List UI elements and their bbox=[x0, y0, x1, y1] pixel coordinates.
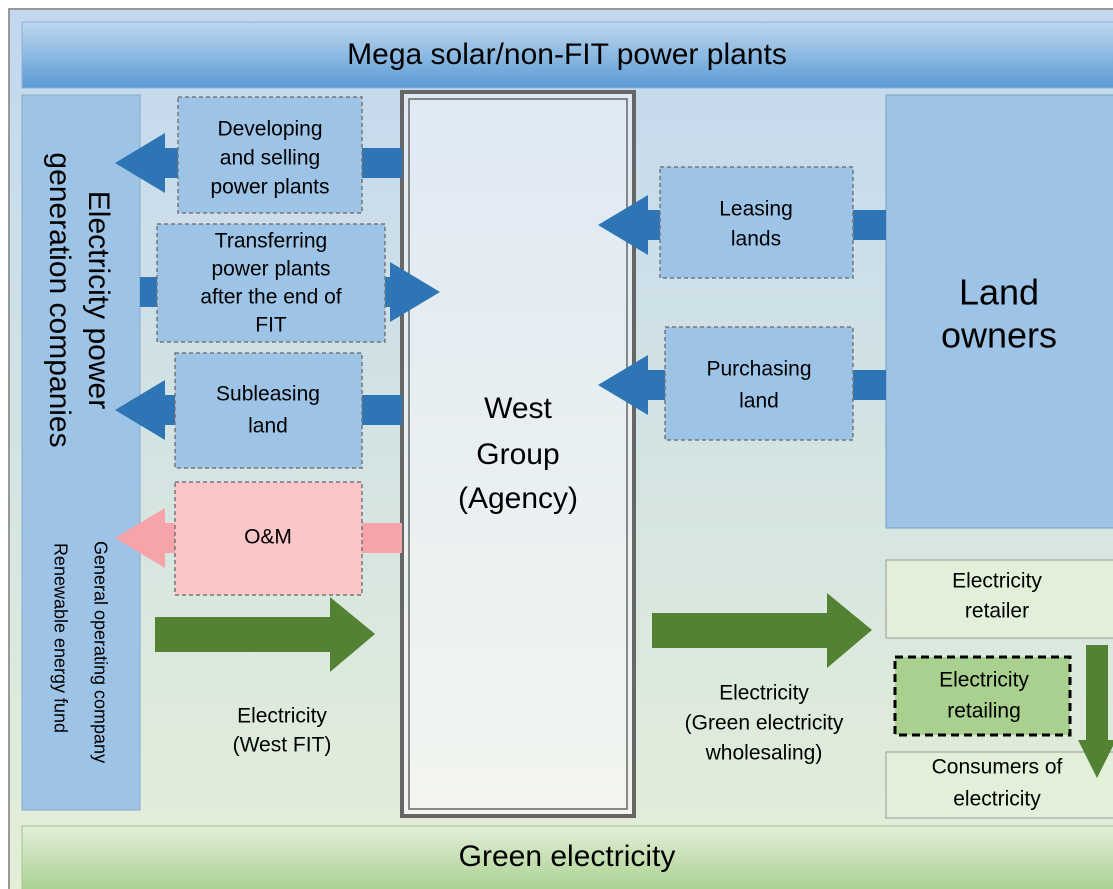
text: Consumers of bbox=[932, 756, 1063, 779]
agency-box bbox=[400, 90, 636, 818]
text: electricity bbox=[953, 788, 1041, 811]
arrow bbox=[1078, 645, 1113, 778]
arrow bbox=[652, 593, 872, 668]
text: (Green electricity bbox=[685, 712, 844, 735]
text: Electricity power bbox=[82, 191, 115, 409]
text: Electricity bbox=[237, 705, 327, 728]
header-title: Mega solar/non-FIT power plants bbox=[347, 38, 787, 71]
text: Electricity bbox=[939, 669, 1029, 692]
text: Electricity bbox=[719, 682, 809, 705]
text: land bbox=[739, 390, 779, 413]
text: land bbox=[248, 415, 288, 438]
land-owners-box bbox=[885, 94, 1113, 529]
text: Subleasing bbox=[216, 383, 320, 406]
text: Group bbox=[476, 438, 559, 471]
text: lands bbox=[731, 228, 781, 251]
generation-title: Electricity power generation companies bbox=[43, 152, 115, 447]
footer-bar bbox=[21, 825, 1113, 889]
text: Developing bbox=[217, 118, 322, 141]
text: power plants bbox=[210, 176, 329, 199]
text: Purchasing bbox=[706, 358, 811, 381]
text: (West FIT) bbox=[233, 734, 332, 757]
retail-box bbox=[885, 751, 1113, 819]
service-box bbox=[174, 352, 363, 469]
service-box bbox=[177, 96, 363, 214]
text: generation companies bbox=[43, 152, 76, 447]
text: West bbox=[484, 392, 552, 425]
generation-members: General operating company Renewable ener… bbox=[50, 541, 110, 763]
land-deal-box bbox=[659, 166, 854, 279]
service-box bbox=[156, 223, 386, 343]
text: (Agency) bbox=[458, 482, 578, 515]
arrow bbox=[155, 597, 375, 672]
text: retailer bbox=[965, 600, 1029, 623]
agency-inner bbox=[408, 98, 628, 810]
footer-title: Green electricity bbox=[459, 840, 676, 873]
text: and selling bbox=[220, 147, 320, 170]
retail-box bbox=[893, 655, 1072, 737]
text: after the end of bbox=[200, 286, 341, 309]
text: General operating company bbox=[90, 541, 110, 763]
text: Leasing bbox=[719, 198, 793, 221]
service-box bbox=[174, 481, 363, 596]
text: O&M bbox=[244, 526, 292, 549]
text: power plants bbox=[211, 258, 330, 281]
land-deal-box bbox=[664, 326, 854, 441]
header-bar bbox=[21, 21, 1113, 89]
text: FIT bbox=[255, 314, 287, 337]
text: Electricity bbox=[952, 570, 1042, 593]
text: wholesaling) bbox=[705, 742, 823, 765]
text: Renewable energy fund bbox=[50, 543, 70, 733]
text: retailing bbox=[947, 700, 1021, 723]
text: Land bbox=[959, 272, 1039, 313]
retail-box bbox=[885, 559, 1113, 639]
generation-companies-box bbox=[21, 94, 141, 811]
text: Transferring bbox=[215, 230, 327, 253]
text: owners bbox=[941, 315, 1057, 356]
